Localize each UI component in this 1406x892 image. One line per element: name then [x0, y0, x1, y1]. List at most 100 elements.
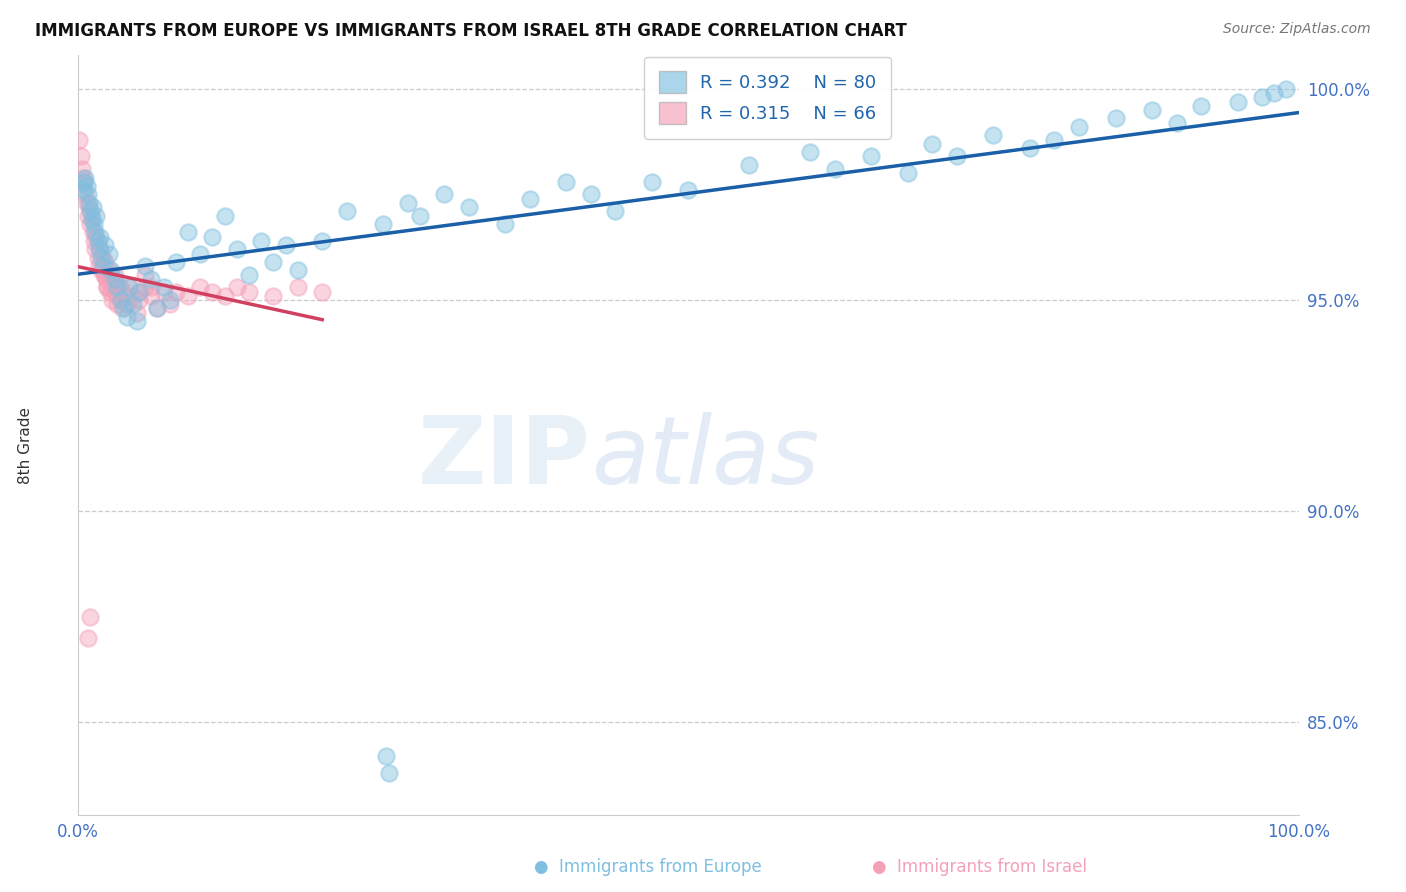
Point: [519, 192, 541, 206]
Point: [1189, 99, 1212, 113]
Point: [134, 280, 156, 294]
Point: [79, 609, 101, 624]
Point: [238, 285, 260, 299]
Point: [96, 272, 118, 286]
Point: [100, 272, 122, 286]
Point: [114, 289, 136, 303]
Point: [90, 251, 112, 265]
Point: [1263, 86, 1285, 100]
Point: [603, 204, 626, 219]
Point: [108, 280, 131, 294]
Text: IMMIGRANTS FROM EUROPE VS IMMIGRANTS FROM ISRAEL 8TH GRADE CORRELATION CHART: IMMIGRANTS FROM EUROPE VS IMMIGRANTS FRO…: [35, 22, 907, 40]
Text: atlas: atlas: [591, 412, 818, 503]
Point: [1043, 132, 1066, 146]
Point: [104, 268, 127, 282]
Point: [165, 285, 187, 299]
Text: 8th Grade: 8th Grade: [18, 408, 32, 484]
Point: [77, 209, 100, 223]
Point: [110, 293, 132, 307]
Point: [83, 234, 105, 248]
Point: [84, 243, 107, 257]
Point: [262, 255, 284, 269]
Point: [152, 280, 174, 294]
Point: [77, 200, 100, 214]
Point: [73, 175, 96, 189]
Point: [1251, 90, 1274, 104]
Point: [72, 183, 94, 197]
Point: [77, 631, 100, 645]
Point: [77, 187, 100, 202]
Point: [122, 289, 145, 303]
Point: [214, 209, 236, 223]
Point: [115, 310, 138, 324]
Point: [579, 187, 602, 202]
Point: [79, 217, 101, 231]
Point: [128, 293, 150, 307]
Point: [122, 297, 145, 311]
Point: [75, 170, 97, 185]
Point: [287, 263, 309, 277]
Point: [946, 149, 969, 163]
Point: [105, 280, 128, 294]
Point: [98, 285, 121, 299]
Point: [90, 263, 112, 277]
Text: ZIP: ZIP: [418, 412, 591, 504]
Point: [152, 285, 174, 299]
Point: [98, 268, 121, 282]
Point: [97, 263, 120, 277]
Point: [76, 195, 98, 210]
Point: [87, 259, 110, 273]
Point: [238, 268, 260, 282]
Point: [89, 229, 111, 244]
Point: [111, 301, 134, 316]
Point: [336, 204, 359, 219]
Point: [214, 289, 236, 303]
Point: [125, 314, 148, 328]
Point: [128, 285, 150, 299]
Text: ●  Immigrants from Europe: ● Immigrants from Europe: [534, 858, 762, 876]
Point: [86, 209, 108, 223]
Point: [94, 238, 117, 252]
Point: [378, 765, 401, 780]
Point: [100, 263, 122, 277]
Point: [188, 280, 211, 294]
Point: [641, 175, 664, 189]
Point: [159, 297, 181, 311]
Point: [80, 212, 103, 227]
Legend: R = 0.392    N = 80, R = 0.315    N = 66: R = 0.392 N = 80, R = 0.315 N = 66: [644, 56, 891, 138]
Point: [118, 280, 141, 294]
Point: [311, 234, 333, 248]
Point: [1226, 95, 1249, 109]
Point: [114, 301, 136, 316]
Point: [72, 170, 94, 185]
Point: [141, 280, 163, 294]
Point: [94, 268, 117, 282]
Point: [96, 280, 118, 294]
Point: [84, 226, 107, 240]
Point: [134, 259, 156, 273]
Point: [86, 229, 108, 244]
Point: [86, 234, 108, 248]
Point: [83, 217, 105, 231]
Point: [70, 162, 93, 177]
Point: [94, 255, 117, 269]
Point: [1019, 141, 1042, 155]
Point: [82, 226, 104, 240]
Point: [177, 289, 200, 303]
Point: [373, 217, 395, 231]
Point: [250, 234, 273, 248]
Point: [104, 272, 127, 286]
Point: [457, 200, 479, 214]
Point: [80, 209, 103, 223]
Point: [824, 162, 846, 177]
Point: [860, 149, 883, 163]
Point: [274, 238, 297, 252]
Point: [89, 243, 111, 257]
Point: [921, 136, 943, 151]
Point: [134, 268, 156, 282]
Point: [311, 285, 333, 299]
Point: [141, 289, 163, 303]
Point: [165, 255, 187, 269]
Point: [128, 285, 150, 299]
Point: [115, 297, 138, 311]
